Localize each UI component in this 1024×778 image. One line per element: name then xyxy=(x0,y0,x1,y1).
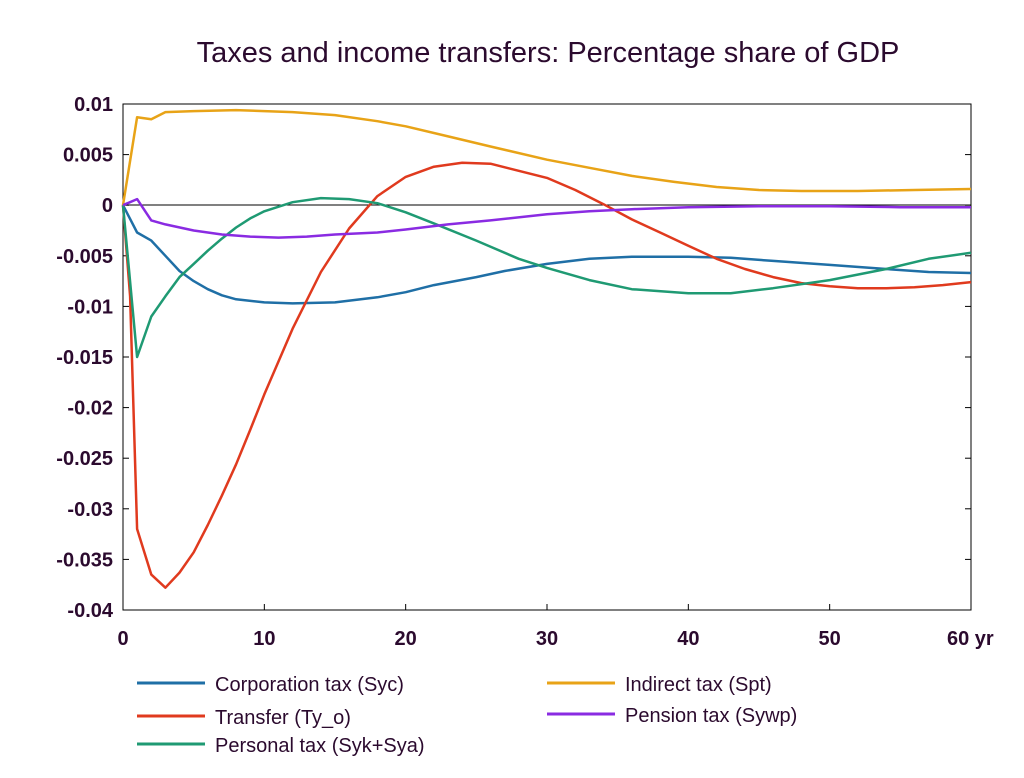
series-lines xyxy=(121,108,972,589)
x-tick-label: 10 xyxy=(253,628,275,650)
legend: Corporation tax (Syc) Transfer (Ty_o) Pers… xyxy=(137,674,797,757)
chart-title: Taxes and income transfers: Percentage s… xyxy=(197,37,900,69)
x-tick-label: 50 xyxy=(819,628,841,650)
y-tick-label: -0.025 xyxy=(56,448,113,470)
x-axis: 0 10 20 30 40 50 60 yr xyxy=(117,604,994,650)
y-tick-label: -0.01 xyxy=(67,296,113,318)
x-tick-label: 40 xyxy=(677,628,699,650)
legend-label: Transfer (Ty_o) xyxy=(215,707,351,729)
series-line xyxy=(121,204,972,305)
y-tick-label: 0.01 xyxy=(74,94,113,116)
legend-label: Corporation tax (Syc) xyxy=(215,674,404,696)
x-tick-label: 60 yr xyxy=(947,628,994,650)
series-line xyxy=(122,197,971,239)
y-tick-label: 0 xyxy=(102,195,113,217)
y-tick-label: -0.015 xyxy=(56,347,113,369)
y-tick-label: -0.035 xyxy=(56,549,113,571)
y-axis: 0.01 0.005 0 -0.005 -0.01 -0.015 -0.02 -0.025 -0… xyxy=(56,94,971,622)
plot-area-frame xyxy=(122,103,972,611)
x-tick-label: 0 xyxy=(117,628,128,650)
y-tick-label: -0.02 xyxy=(67,398,113,420)
y-tick-label: -0.04 xyxy=(67,600,113,622)
series-line xyxy=(121,196,972,359)
x-tick-label: 30 xyxy=(536,628,558,650)
legend-label: Pension tax (Sywp) xyxy=(625,705,797,727)
series-line xyxy=(121,161,972,589)
series-line xyxy=(121,108,972,206)
legend-label: Indirect tax (Spt) xyxy=(625,674,772,696)
legend-label: Personal tax (Syk+Sya) xyxy=(215,735,425,757)
y-tick-label: -0.03 xyxy=(67,499,113,521)
x-tick-label: 20 xyxy=(395,628,417,650)
y-tick-label: -0.005 xyxy=(56,246,113,268)
y-tick-label: 0.005 xyxy=(63,145,113,167)
